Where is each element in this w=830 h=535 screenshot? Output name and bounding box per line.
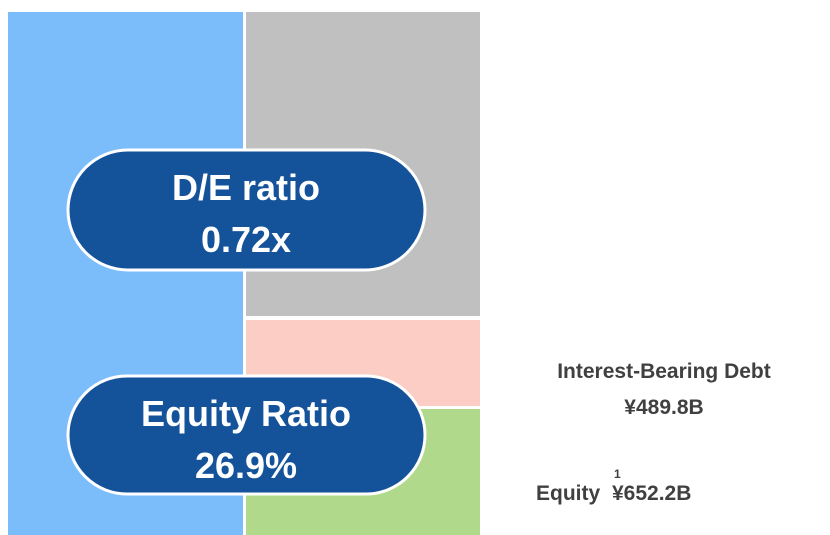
- equity-note: 1: [614, 467, 621, 481]
- equity-ratio-label: Equity Ratio: [141, 393, 351, 434]
- equity-ratio-value: 26.9%: [195, 445, 297, 486]
- debt-title: Interest-Bearing Debt: [557, 360, 771, 383]
- de-badge: [66, 148, 427, 272]
- de-value: 0.72x: [201, 219, 291, 260]
- equity-value: ¥652.2B: [612, 482, 691, 505]
- de-label: D/E ratio: [172, 167, 320, 208]
- equity-title: Equity: [536, 482, 600, 505]
- equity-ratio-badge: [66, 374, 427, 496]
- debt-value: ¥489.8B: [624, 396, 703, 419]
